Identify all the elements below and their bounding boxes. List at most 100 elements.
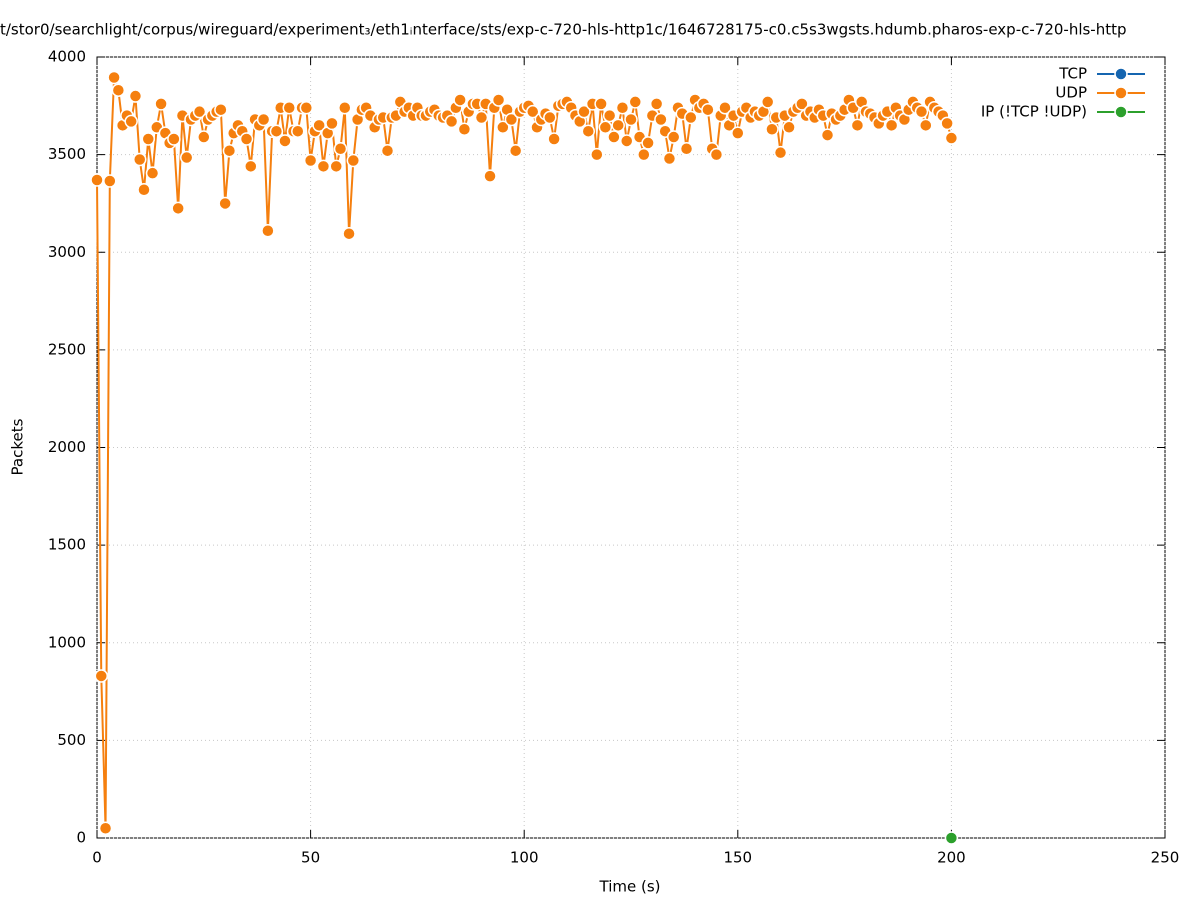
data-point	[607, 130, 621, 144]
data-point	[333, 142, 348, 156]
data-point	[598, 120, 613, 135]
data-point	[684, 110, 698, 125]
y-tick-label: 3000	[48, 243, 86, 261]
data-point	[171, 201, 185, 216]
x-axis-label: Time (s)	[599, 878, 661, 896]
data-point	[90, 173, 104, 187]
data-point	[124, 114, 138, 129]
data-point	[914, 104, 929, 119]
x-tick-label: 100	[510, 849, 539, 867]
legend-label: UDP	[1055, 84, 1087, 102]
data-point	[444, 114, 459, 129]
data-point	[884, 118, 899, 133]
data-point	[145, 166, 160, 180]
data-point	[338, 101, 352, 115]
data-point	[261, 224, 275, 238]
x-tick-label: 150	[723, 849, 752, 867]
data-point	[944, 831, 959, 845]
data-point	[850, 118, 865, 133]
y-axis-label: Packets	[9, 418, 27, 475]
data-point	[141, 132, 156, 146]
data-point	[103, 174, 117, 188]
data-point	[619, 134, 634, 148]
data-point	[312, 118, 326, 133]
data-point	[218, 196, 232, 211]
data-point	[760, 95, 775, 109]
data-point	[782, 120, 796, 135]
data-point	[602, 108, 617, 123]
data-point	[590, 147, 604, 162]
data-point	[94, 669, 109, 683]
data-point	[98, 821, 113, 835]
data-point	[795, 97, 809, 111]
data-point	[637, 147, 651, 162]
data-point	[611, 118, 625, 133]
legend-label: IP (!TCP !UDP)	[981, 103, 1087, 121]
data-point	[167, 132, 181, 146]
data-point	[628, 95, 643, 109]
data-point	[137, 183, 151, 197]
legend-swatch	[1114, 105, 1128, 119]
data-point	[303, 153, 318, 168]
data-point	[701, 102, 715, 117]
data-point	[594, 97, 608, 111]
x-tick-label: 0	[92, 849, 102, 867]
data-point	[111, 83, 126, 97]
data-point	[773, 145, 788, 160]
data-point	[222, 143, 237, 158]
data-point	[624, 112, 638, 127]
data-point	[504, 112, 519, 127]
data-point	[709, 147, 724, 162]
y-tick-label: 1000	[48, 633, 86, 651]
data-point	[278, 134, 292, 148]
data-point	[299, 101, 314, 115]
data-point	[244, 159, 258, 174]
legend-swatch	[1114, 86, 1128, 100]
x-tick-label: 250	[1151, 849, 1180, 867]
data-point	[291, 124, 305, 138]
data-point	[457, 122, 472, 136]
data-point	[525, 104, 540, 119]
data-point	[269, 124, 284, 138]
data-point	[474, 110, 489, 125]
data-point	[179, 150, 194, 165]
data-point	[919, 118, 933, 133]
y-tick-label: 2000	[48, 438, 86, 456]
data-point	[325, 116, 339, 131]
data-point	[577, 104, 591, 119]
data-point	[483, 169, 497, 183]
data-point	[679, 142, 694, 156]
legend-swatch	[1114, 67, 1128, 81]
data-point	[192, 104, 207, 119]
data-point	[342, 226, 356, 241]
data-point	[316, 159, 331, 174]
data-point	[132, 152, 147, 167]
data-point	[496, 120, 510, 135]
data-point	[197, 130, 211, 144]
data-point	[214, 102, 228, 117]
data-point	[820, 128, 835, 142]
data-point	[329, 159, 343, 174]
y-tick-label: 2500	[48, 340, 86, 358]
data-point	[615, 101, 630, 115]
data-point	[256, 112, 271, 127]
data-point	[154, 97, 168, 111]
data-point	[547, 132, 561, 146]
data-point	[649, 97, 664, 111]
y-tick-label: 4000	[48, 48, 86, 66]
data-point	[453, 93, 467, 107]
data-point	[128, 89, 143, 103]
data-point	[944, 131, 959, 145]
y-tick-label: 1500	[48, 536, 86, 554]
data-point	[543, 110, 557, 125]
data-point	[508, 143, 523, 158]
data-point	[491, 93, 506, 107]
data-point	[940, 116, 954, 131]
data-point	[346, 153, 361, 168]
y-tick-label: 0	[76, 829, 86, 847]
data-point	[731, 126, 745, 140]
y-tick-label: 500	[57, 731, 86, 749]
data-point	[380, 143, 395, 158]
series-line	[96, 77, 953, 829]
x-tick-label: 200	[937, 849, 966, 867]
